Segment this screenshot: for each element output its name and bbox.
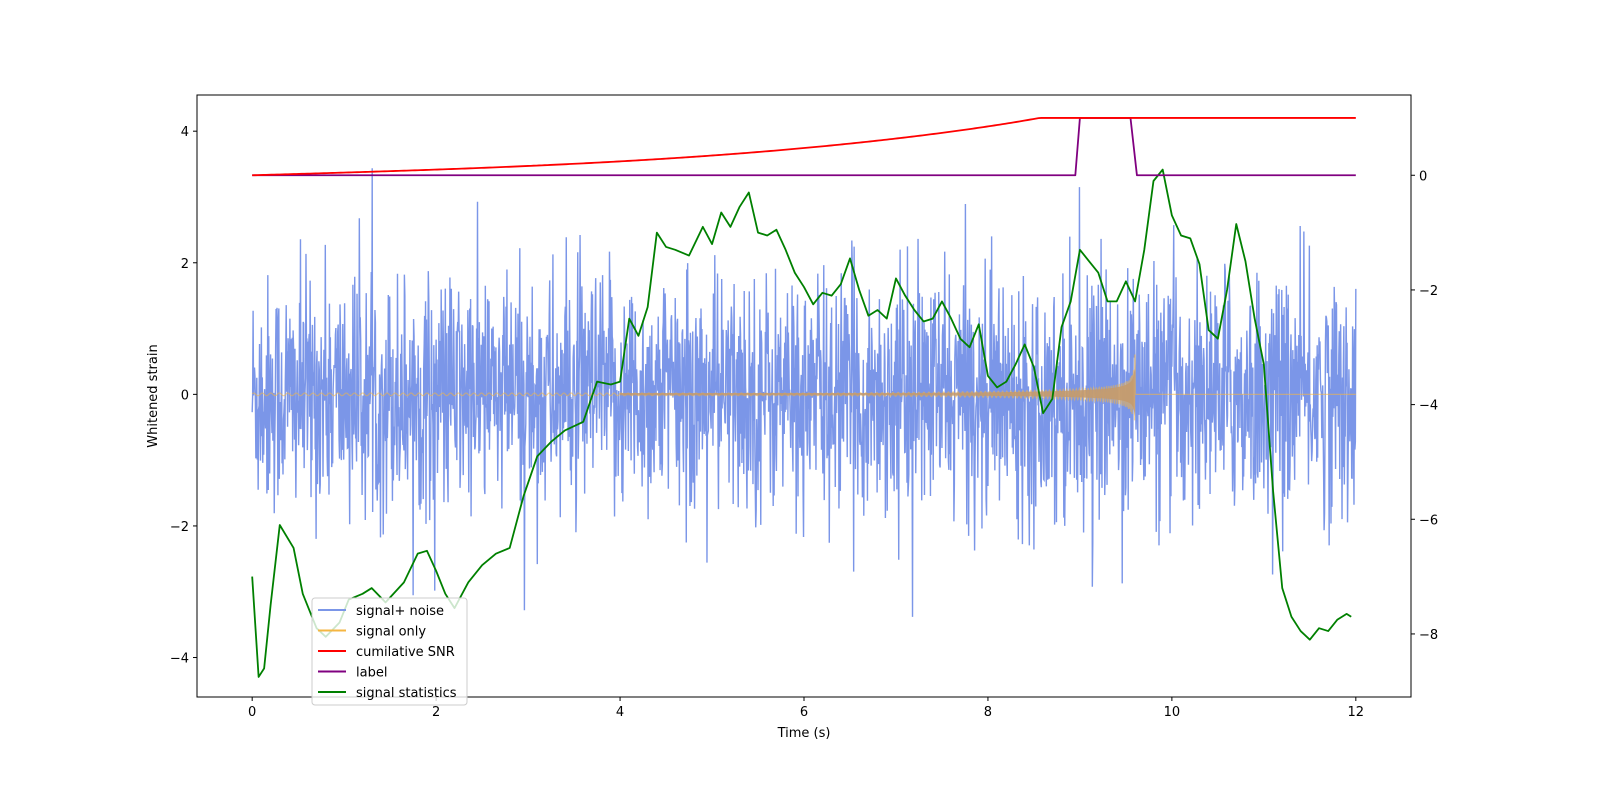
signal-only-series (251, 354, 1356, 421)
signal-noise-series (251, 168, 1357, 617)
legend-label: signal+ noise (356, 604, 444, 619)
x-tick-label: 0 (248, 705, 256, 720)
y-right-tick-label: 0 (1419, 169, 1427, 184)
x-tick-label: 6 (800, 705, 808, 720)
y-axis-right: −8 −6 −4 −2 0 (1411, 169, 1438, 643)
y-right-tick-label: −2 (1419, 284, 1438, 299)
y-left-tick-label: −2 (170, 520, 189, 535)
legend: signal+ noise signal only cumilative SNR la… (311, 597, 468, 706)
y-right-tick-label: −4 (1419, 399, 1438, 414)
cumilative-snr-line (252, 117, 1356, 177)
x-tick-label: 12 (1348, 705, 1365, 720)
legend-label: signal statistics (356, 686, 457, 701)
y-axis-label: Whitened strain (146, 344, 161, 447)
legend-label: label (356, 666, 387, 681)
y-left-tick-label: 0 (181, 388, 189, 403)
y-left-tick-label: −4 (170, 652, 189, 667)
x-tick-label: 10 (1164, 705, 1181, 720)
x-tick-label: 4 (616, 705, 624, 720)
signal-noise-line (251, 168, 1357, 617)
x-axis-label: Time (s) (777, 726, 831, 741)
x-tick-label: 8 (984, 705, 992, 720)
legend-box (311, 597, 468, 706)
y-left-tick-label: 2 (181, 257, 189, 272)
y-left-tick-label: 4 (181, 125, 189, 140)
y-axis-left: −4 −2 0 2 4 (170, 125, 197, 667)
legend-label: signal only (356, 625, 426, 640)
y-right-tick-label: −8 (1419, 628, 1438, 643)
x-tick-label: 2 (432, 705, 440, 720)
legend-label: cumilative SNR (356, 645, 455, 660)
y-right-tick-label: −6 (1419, 513, 1438, 528)
